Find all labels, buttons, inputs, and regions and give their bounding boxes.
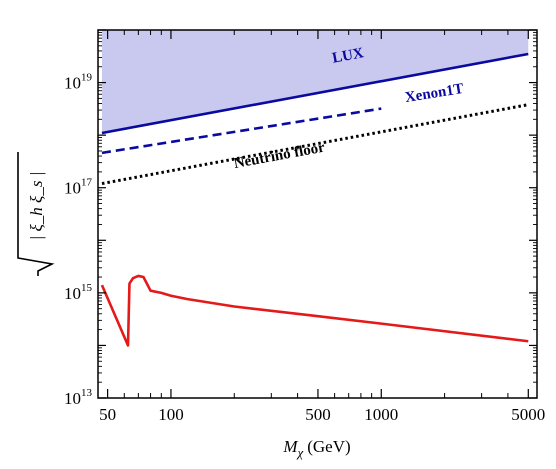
y-tick-label: 1013: [64, 387, 93, 408]
y-tick-label: 1017: [64, 177, 93, 198]
excluded-region: [101, 30, 529, 133]
y-axis-title: | ξ_h ξ_s |: [17, 152, 55, 276]
plot-area: [100, 30, 529, 347]
neutrino-floor-annotation: Neutrino floor: [233, 140, 327, 173]
y-tick-label: 1019: [64, 72, 93, 93]
x-tick-label: 500: [305, 405, 331, 424]
neutrino-floor-line: [101, 103, 529, 186]
x-tick-label: 100: [158, 405, 184, 424]
x-tick-label: 5000: [511, 405, 545, 424]
axes: [97, 29, 538, 399]
lux-line: [101, 52, 529, 135]
x-tick-label: 50: [99, 405, 116, 424]
signal-3-line: [100, 274, 529, 347]
xenon1t-line: [101, 107, 382, 155]
sqrt-sign: [17, 152, 55, 276]
y-tick-label: 1015: [64, 282, 93, 303]
lux-annotation: LUX: [331, 45, 365, 67]
x-axis-title: Mχ (GeV): [282, 437, 350, 460]
x-tick-label: 1000: [364, 405, 398, 424]
y-axis-title-text: | ξ_h ξ_s |: [27, 172, 46, 241]
xenon1t-annotation: Xenon1T: [404, 81, 465, 106]
